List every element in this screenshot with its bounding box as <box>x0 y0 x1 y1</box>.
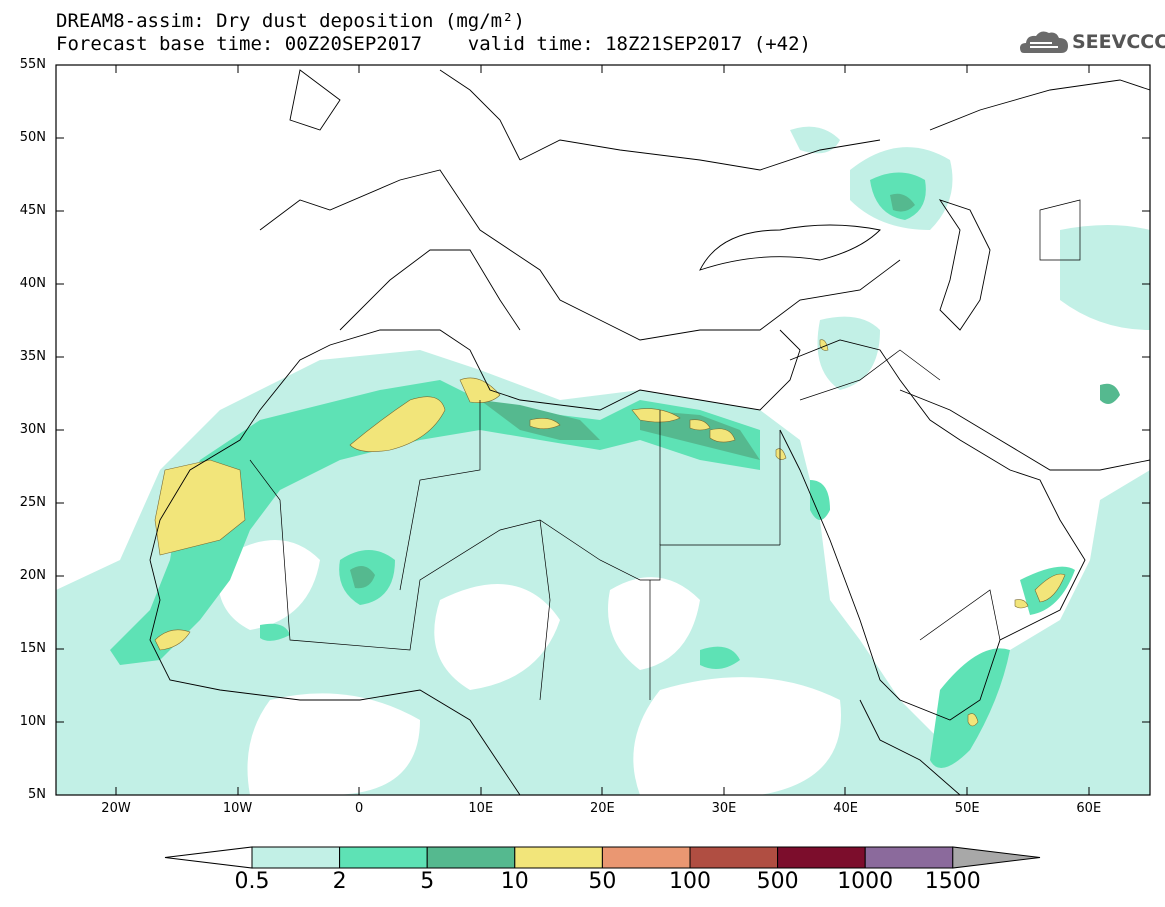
colorbar-arrow-low <box>164 846 253 869</box>
dust-gaps <box>218 464 1000 795</box>
latitude-label: 55N <box>19 57 46 72</box>
colorbar-cell <box>864 846 954 869</box>
coastlines <box>149 69 1150 795</box>
latitude-label: 45N <box>19 203 46 218</box>
cloud-icon <box>1020 31 1068 53</box>
longitude-label: 20E <box>590 801 615 816</box>
latitude-label: 15N <box>19 641 46 656</box>
longitude-label: 0 <box>355 801 364 816</box>
colorbar-arrow-high <box>952 846 1041 869</box>
colorbar-label: 500 <box>756 869 799 894</box>
longitude-label: 40E <box>833 801 858 816</box>
map-title: DREAM8-assim: Dry dust deposition (mg/m²… <box>56 10 525 32</box>
latitude-label: 50N <box>19 130 46 145</box>
colorbar-cell <box>514 846 603 869</box>
longitude-label: 50E <box>954 801 980 816</box>
axis-ticks <box>56 64 1150 795</box>
longitude-label: 20W <box>101 801 131 816</box>
longitude-label: 10E <box>468 801 494 816</box>
colorbar-label: 10 <box>500 869 529 894</box>
colorbar-label: 50 <box>588 869 617 894</box>
latitude-label: 30N <box>19 422 46 437</box>
colorbar-label: 0.5 <box>234 869 270 894</box>
map-subtitle: Forecast base time: 00Z20SEP2017 valid t… <box>56 33 811 55</box>
colorbar-cell <box>689 846 779 869</box>
colorbar-cell <box>251 846 341 869</box>
colorbar-label: 5 <box>420 869 435 894</box>
latitude-label: 10N <box>19 714 46 729</box>
colorbar-cell <box>426 846 516 869</box>
longitude-label: 30E <box>711 801 737 816</box>
latitude-label: 35N <box>19 349 46 364</box>
colorbar-cell <box>777 846 866 869</box>
borders <box>249 199 1081 701</box>
longitude-label: 60E <box>1076 801 1102 816</box>
colorbar-cell <box>601 846 691 869</box>
colorbar-label: 1000 <box>837 869 894 894</box>
dust-band-high <box>154 339 1066 727</box>
colorbar-cell <box>339 846 428 869</box>
colorbar-label: 2 <box>332 869 347 894</box>
latitude-label: 20N <box>19 568 46 583</box>
colorbar-label: 1500 <box>924 869 981 894</box>
colorbar-label: 100 <box>669 869 711 894</box>
latitude-label: 5N <box>28 787 46 802</box>
latitude-label: 25N <box>19 495 46 510</box>
latitude-label: 40N <box>19 276 46 291</box>
longitude-label: 10W <box>222 801 253 816</box>
logo-text: SEEVCCC <box>1072 31 1165 53</box>
